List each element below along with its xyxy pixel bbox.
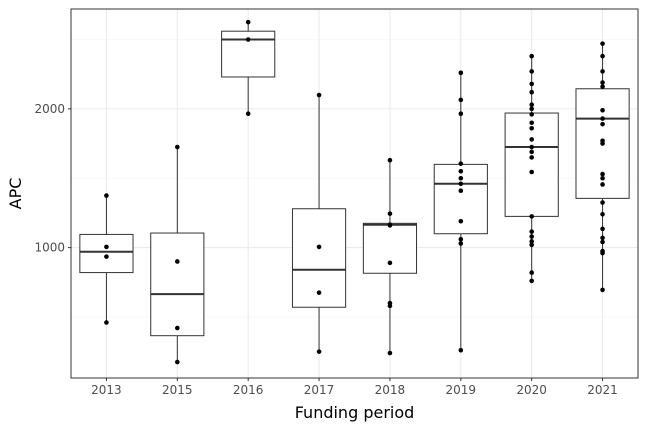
data-point [529,149,534,155]
data-point [175,144,180,150]
data-point [104,193,109,198]
data-point [600,116,605,121]
data-point [600,121,605,127]
data-point [529,137,534,142]
data-point [387,260,393,266]
data-points [104,19,605,365]
data-point [600,226,605,232]
data-point [316,349,322,354]
data-point [387,157,393,163]
box-2013 [79,195,134,323]
y-tick-label: 2000 [34,102,65,116]
data-point [600,250,605,256]
data-point [529,102,534,108]
data-point [529,214,534,219]
data-point [458,70,464,76]
data-point [245,37,251,42]
x-tick-label: 2020 [516,383,547,397]
data-point [529,126,534,131]
data-point [529,169,534,175]
box-iqr [150,232,205,337]
data-point [175,359,180,365]
data-point [529,112,534,117]
data-point [458,97,464,103]
data-point [387,223,393,228]
data-point [600,53,605,59]
data-point [529,53,534,59]
data-point [104,244,109,250]
data-point [600,41,605,46]
data-point [175,259,180,264]
data-point [600,69,605,74]
data-point [600,175,605,181]
x-tick-label: 2017 [304,383,335,397]
data-point [316,244,322,250]
data-point [600,107,605,113]
data-point [245,19,251,25]
boxes [79,22,630,363]
data-point [529,120,534,126]
y-axis-title: APC [6,178,25,210]
data-point [387,303,393,309]
data-point [458,241,464,246]
x-axis-title: Funding period [295,403,415,422]
data-point [458,218,464,224]
data-point [316,92,322,98]
data-point [529,229,534,234]
data-point [529,270,534,275]
x-tick-label: 2016 [233,383,264,397]
data-point [175,325,180,331]
box-iqr [79,233,134,274]
box-iqr [362,222,418,274]
data-point [458,181,464,187]
data-point [104,320,109,325]
data-point [529,144,534,150]
data-point [529,234,534,239]
x-tick-label: 2018 [375,383,406,397]
panel-border [70,8,639,379]
data-point [529,239,534,244]
data-point [458,161,464,166]
data-point [458,236,464,242]
data-point [316,290,322,295]
x-tick-label: 2021 [587,383,618,397]
data-point [529,69,534,74]
data-point [458,169,464,174]
x-tick-label: 2013 [91,383,122,397]
data-point [458,111,464,117]
data-point [458,175,464,181]
axes: 1000 2000 2013 2015 2016 2017 2018 2019 2020 2021 [34,102,617,397]
data-point [529,106,534,112]
data-point [529,81,534,87]
data-point [600,80,605,85]
x-tick-label: 2015 [162,383,193,397]
box-2015 [150,147,205,363]
data-point [529,278,534,284]
data-point [600,287,605,293]
data-point [600,239,605,245]
data-point [104,254,109,259]
data-point [600,200,605,205]
data-point [387,350,393,356]
y-tick-label: 1000 [34,241,65,255]
data-point [600,235,605,241]
data-point [458,347,464,353]
data-point [600,182,605,187]
data-point [600,84,605,89]
data-point [387,211,393,216]
data-point [529,155,534,160]
data-point [245,111,251,117]
data-point [458,188,464,194]
data-point [529,242,534,248]
data-point [600,141,605,146]
data-point [529,89,534,95]
x-tick-label: 2019 [446,383,477,397]
data-point [600,212,605,217]
data-point [600,171,605,177]
